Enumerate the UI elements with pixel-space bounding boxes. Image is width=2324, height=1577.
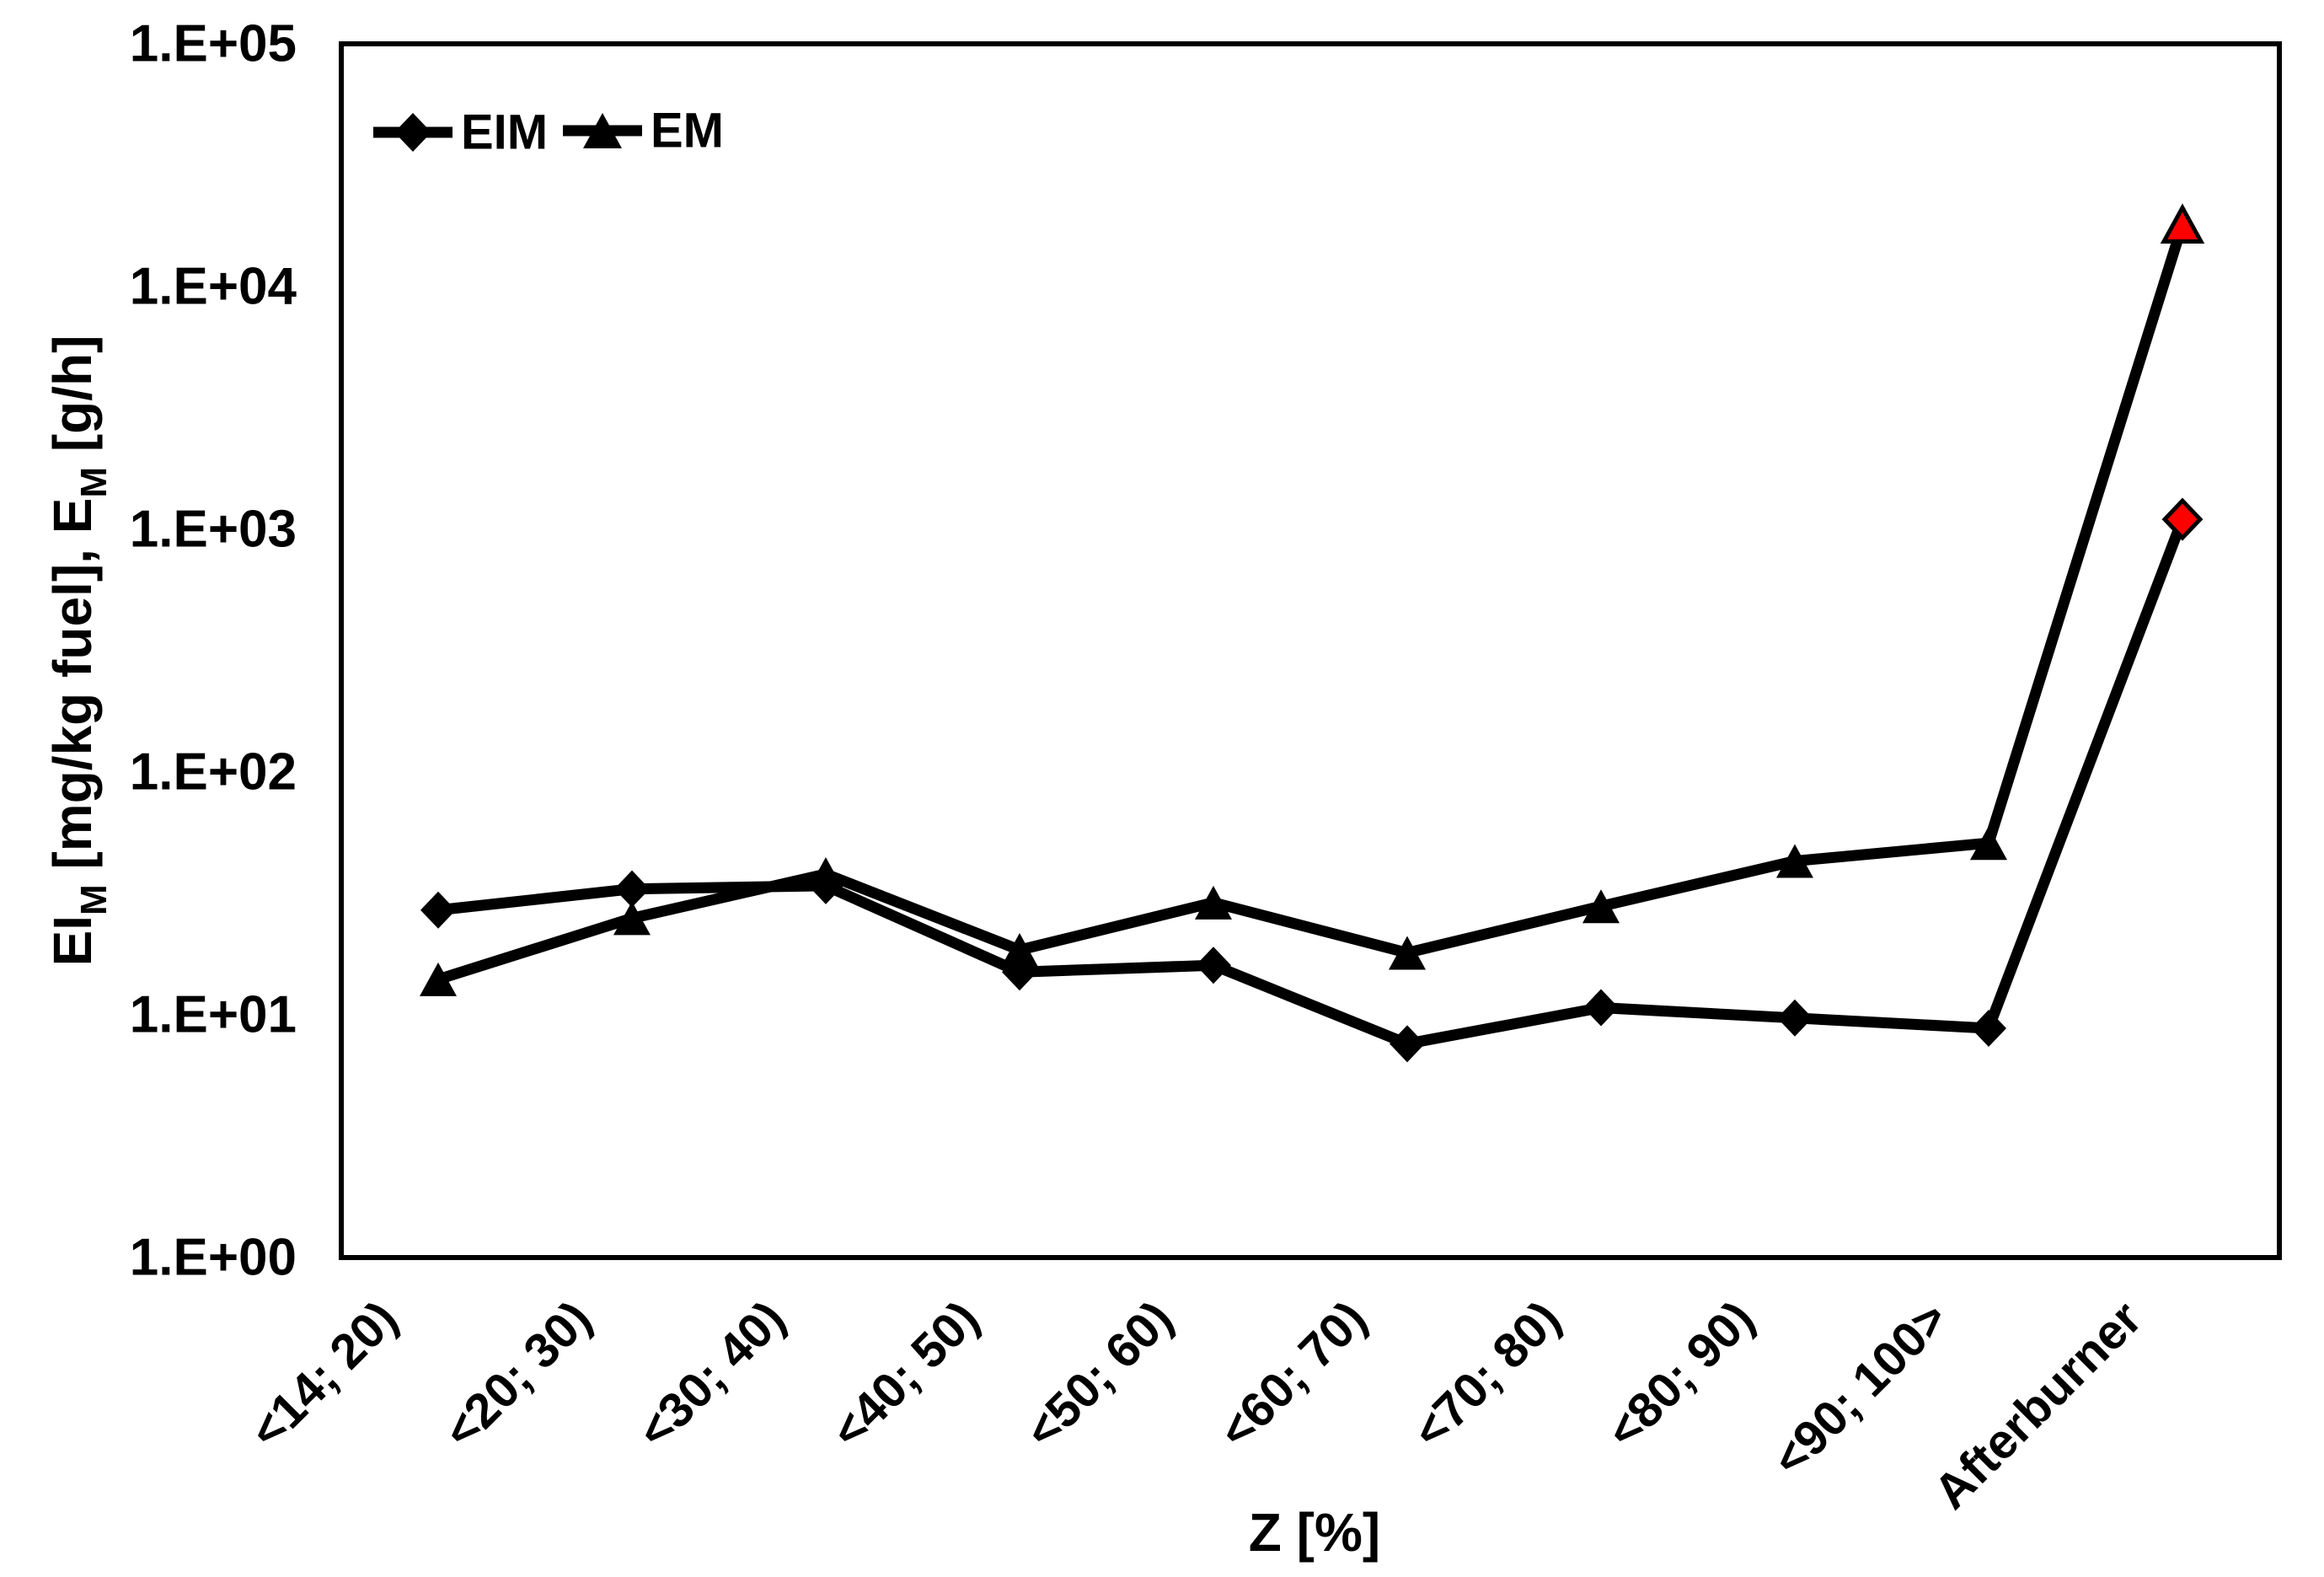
x-category-label: <20; 30) [433,1290,602,1459]
eim-marker-diamond [614,870,650,908]
x-category-label: <90; 100> [1762,1290,1958,1487]
plot-area: 1.E+00 1.E+01 1.E+02 1.E+03 1.E+04 1.E+05 <14;… [130,15,2205,1520]
x-category-label: <50; 60) [1015,1290,1183,1459]
legend-marker-eim-diamond-icon [394,113,431,152]
em-marker-triangle [807,857,844,892]
x-category-label: Afterburner [1924,1290,2153,1520]
y-tick-label: 1.E+00 [130,1229,297,1287]
y-axis-title-subscript: M [73,884,115,915]
legend-label-eim: EIM [461,105,548,160]
eim-marker-diamond [1583,989,1619,1027]
eim-marker-diamond [1196,947,1231,984]
y-axis-title-part: EI [42,915,103,966]
em-marker-triangle [1195,885,1232,920]
x-category-label: <60; 70) [1208,1290,1377,1459]
em-marker-triangle [420,962,457,996]
eim-marker-diamond [1390,1025,1425,1063]
legend-marker-em-triangle-icon [583,113,622,148]
eim-line [437,517,2188,1050]
y-tick-label: 1.E+03 [130,501,297,559]
x-category-label: <14; 20) [239,1290,408,1459]
plot-border [339,41,2282,1260]
svg-text:EIM [mg/kg fuel], EM [g/h]: EIM [mg/kg fuel], EM [g/h] [42,335,115,967]
em-line [436,223,2188,985]
eim-marker-diamond [420,891,456,929]
em-marker-triangle-highlight [2160,203,2205,244]
legend: EIM EM [373,104,724,160]
x-category-label: <70; 80) [1402,1290,1571,1459]
em-marker-triangle [613,901,651,936]
y-axis-title-part: [mg/kg fuel], E [42,498,103,885]
x-category-label: <30; 40) [627,1290,795,1459]
eim-marker-diamond [1777,999,1813,1037]
legend-label-em: EM [651,104,724,158]
y-tick-label: 1.E+05 [130,15,297,73]
y-tick-label: 1.E+04 [130,258,297,316]
x-axis-title: Z [%] [1249,1502,1380,1563]
em-marker-triangle [1389,936,1426,970]
em-marker-triangle [1776,844,1813,878]
x-category-label: <80; 90) [1596,1290,1764,1459]
eim-marker-diamond [1971,1009,2006,1047]
y-tick-label: 1.E+02 [130,743,297,802]
em-marker-triangle [1970,826,2007,861]
y-axis-title-part: [g/h] [42,335,103,467]
eim-marker-diamond-highlight [2161,497,2204,541]
em-marker-triangle [1001,933,1038,968]
y-axis-title: EIM [mg/kg fuel], EM [g/h] [42,335,115,967]
x-category-label: <40; 50) [821,1290,989,1459]
em-marker-triangle [1582,889,1620,924]
y-tick-label: 1.E+01 [130,986,297,1044]
y-axis-title-subscript: M [73,467,115,498]
